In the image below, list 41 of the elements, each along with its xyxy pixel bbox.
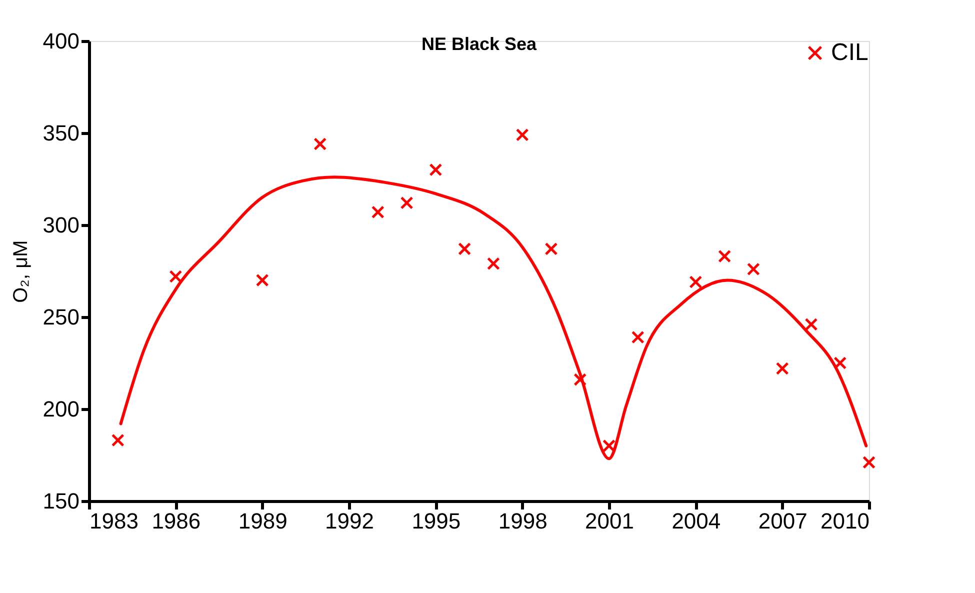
x-tick-label: 1992 xyxy=(325,508,374,534)
y-tick-label: 400 xyxy=(42,28,80,54)
point xyxy=(631,330,644,344)
point xyxy=(111,434,124,447)
x-tick-label: 1986 xyxy=(152,508,201,534)
x-tick-label: 2004 xyxy=(672,508,721,534)
chart-title: NE Black Sea xyxy=(421,34,538,54)
point xyxy=(862,456,876,469)
y-tick-label: 300 xyxy=(42,212,80,238)
legend-label: CIL xyxy=(831,39,868,66)
point xyxy=(169,270,182,284)
x-tick-label: 1983 xyxy=(90,508,138,534)
point xyxy=(544,242,558,256)
point xyxy=(834,356,847,370)
point xyxy=(602,439,616,452)
y-tick-label: 200 xyxy=(42,396,80,422)
point xyxy=(746,262,760,276)
y-axis-title: O₂, μM xyxy=(10,240,32,303)
point xyxy=(458,242,472,256)
line-series xyxy=(119,176,868,460)
point xyxy=(516,128,529,142)
point xyxy=(400,196,414,210)
x-tick-label: 2010 xyxy=(820,508,870,534)
x-tick-label: 1995 xyxy=(412,508,461,534)
x-tick-label: 2001 xyxy=(585,508,634,534)
y-tick-label: 350 xyxy=(42,120,80,146)
x-tick-label: 1998 xyxy=(498,508,548,534)
point xyxy=(574,373,587,386)
point xyxy=(718,250,732,263)
point xyxy=(429,163,442,176)
point xyxy=(689,276,702,289)
x-tick-label: 1989 xyxy=(238,508,288,534)
point xyxy=(804,318,818,331)
x-tick-label: 2007 xyxy=(758,508,808,534)
point xyxy=(314,138,327,151)
y-tick-label: 250 xyxy=(42,304,80,330)
point xyxy=(776,362,789,376)
y-tick-label: 150 xyxy=(42,488,80,514)
point xyxy=(256,274,269,287)
point xyxy=(486,257,500,270)
point xyxy=(371,206,384,219)
